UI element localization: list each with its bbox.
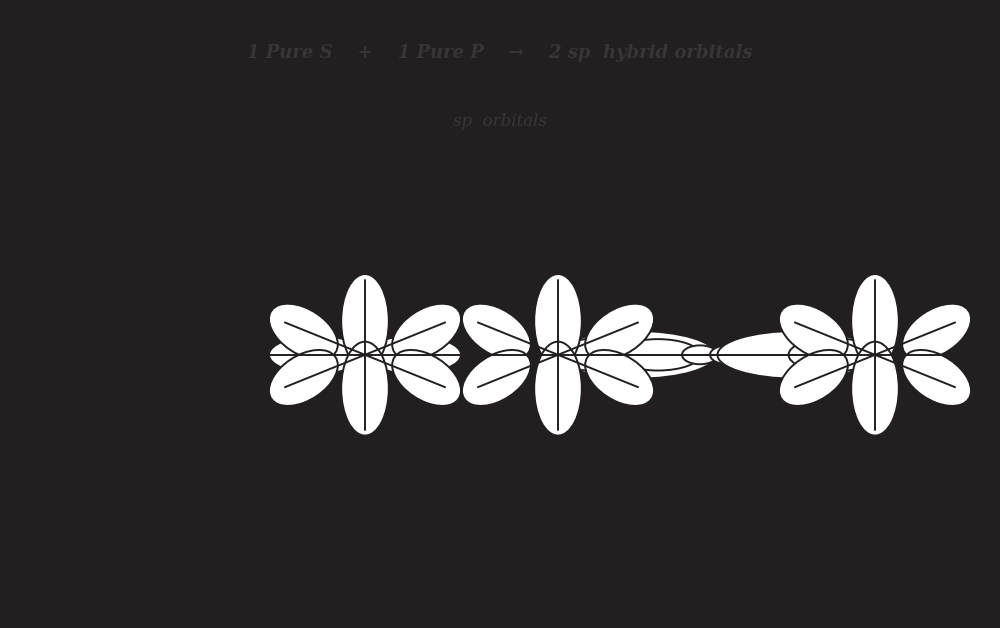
Ellipse shape <box>902 350 971 406</box>
Text: sp  orbitals: sp orbitals <box>453 113 547 130</box>
Ellipse shape <box>585 304 654 360</box>
Ellipse shape <box>392 350 461 406</box>
Ellipse shape <box>851 274 899 368</box>
Ellipse shape <box>558 338 644 372</box>
Ellipse shape <box>779 304 848 360</box>
Ellipse shape <box>718 331 875 379</box>
Ellipse shape <box>710 345 746 364</box>
Ellipse shape <box>341 274 389 368</box>
Ellipse shape <box>789 338 875 372</box>
Ellipse shape <box>585 350 654 406</box>
Ellipse shape <box>269 336 365 374</box>
Ellipse shape <box>851 342 899 436</box>
Ellipse shape <box>269 350 338 406</box>
Ellipse shape <box>716 339 800 371</box>
Ellipse shape <box>534 274 582 368</box>
Ellipse shape <box>779 350 848 406</box>
Ellipse shape <box>462 350 531 406</box>
Ellipse shape <box>902 304 971 360</box>
Ellipse shape <box>269 304 338 360</box>
Text: 1 Pure S    +    1 Pure P    →    2 sp  hybrid orbitals: 1 Pure S + 1 Pure P → 2 sp hybrid orbita… <box>247 44 753 62</box>
Ellipse shape <box>392 304 461 360</box>
Ellipse shape <box>462 304 531 360</box>
Ellipse shape <box>616 339 700 371</box>
Ellipse shape <box>534 342 582 436</box>
Ellipse shape <box>682 345 718 364</box>
Ellipse shape <box>558 331 716 379</box>
Ellipse shape <box>365 336 461 374</box>
Ellipse shape <box>341 342 389 436</box>
